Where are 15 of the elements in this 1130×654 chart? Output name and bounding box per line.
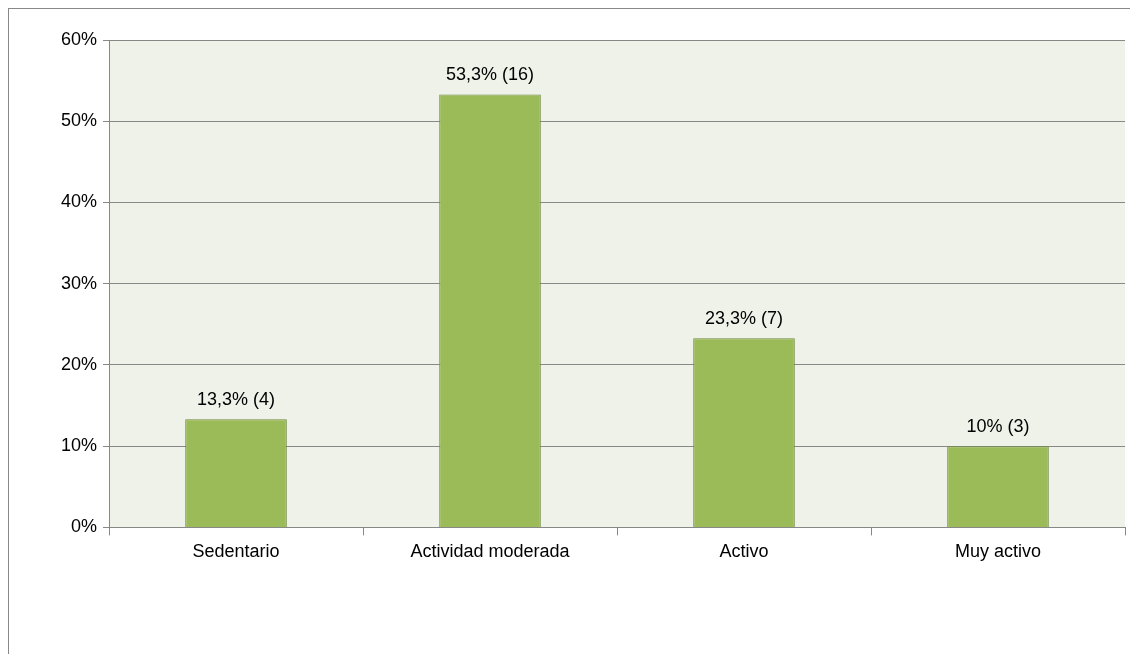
y-tick-label: 60% bbox=[61, 28, 98, 49]
y-tick-label: 20% bbox=[61, 353, 98, 374]
x-tick-label: Sedentario bbox=[192, 541, 280, 562]
data-label: 13,3% (4) bbox=[197, 389, 276, 410]
x-tick-label: Muy activo bbox=[954, 541, 1042, 562]
y-tick-label: 0% bbox=[71, 516, 98, 537]
x-tick-label: Activo bbox=[719, 541, 769, 562]
y-tick-label: 50% bbox=[61, 110, 98, 131]
y-tick-label: 10% bbox=[61, 435, 98, 456]
y-tick-label: 30% bbox=[61, 272, 98, 293]
data-label: 53,3% (16) bbox=[445, 64, 535, 85]
y-tick-label: 40% bbox=[61, 191, 98, 212]
data-label: 10% (3) bbox=[966, 416, 1030, 437]
data-label: 23,3% (7) bbox=[704, 308, 784, 329]
x-tick-label: Actividad moderada bbox=[410, 541, 571, 562]
